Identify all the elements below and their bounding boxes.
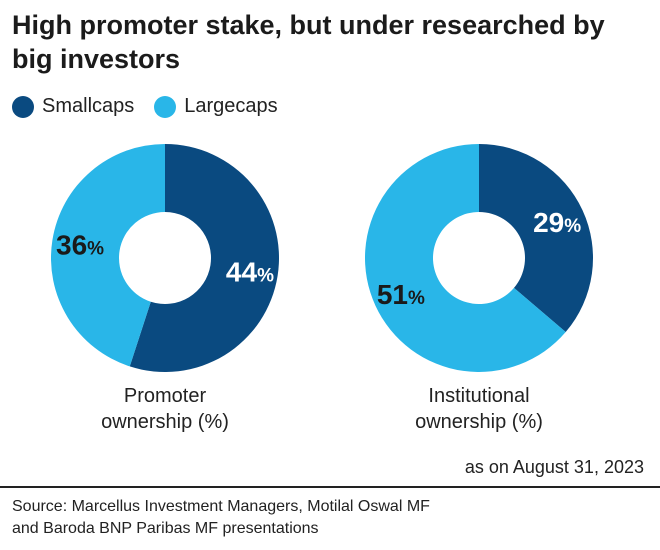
as-of-date: as on August 31, 2023 [464, 457, 644, 477]
donut-1-label-smallcaps: 29% [533, 207, 581, 238]
institutional-caption-line2: ownership (%) [415, 411, 543, 433]
legend-item-largecaps: Largecaps [154, 95, 278, 118]
source-line-1: Source: Marcellus Investment Managers, M… [12, 498, 430, 515]
donut-1-label-largecaps: 51% [377, 279, 425, 310]
legend-item-smallcaps: Smallcaps [12, 95, 134, 118]
promoter-caption: Promoter ownership (%) [45, 383, 285, 435]
donut-0-label-smallcaps: 44% [226, 256, 274, 287]
donut-charts: 44% 36% 29% 51% [51, 144, 594, 372]
donut-1-slice-largecaps [365, 144, 566, 372]
promoter-caption-line1: Promoter [123, 385, 207, 407]
institutional-caption: Institutional ownership (%) [359, 383, 599, 435]
donut-0-slice-smallcaps [129, 144, 280, 372]
legend-label-largecaps: Largecaps [184, 95, 278, 117]
source-line-2: and Baroda BNP Paribas MF presentations [12, 520, 319, 537]
footer-divider [0, 486, 660, 488]
institutional-caption-line1: Institutional [428, 385, 530, 407]
donut-0-label-largecaps: 36% [56, 230, 104, 261]
donut-0-slice-largecaps [51, 144, 165, 367]
source-note: Source: Marcellus Investment Managers, M… [12, 496, 632, 540]
chart-title: High promoter stake, but under researche… [12, 10, 605, 74]
legend: Smallcaps Largecaps [12, 95, 298, 118]
donut-1-slice-smallcaps [479, 144, 594, 333]
legend-swatch-smallcaps [12, 95, 34, 118]
promoter-caption-line2: ownership (%) [101, 411, 229, 433]
legend-label-smallcaps: Smallcaps [42, 95, 135, 117]
legend-swatch-largecaps [154, 95, 177, 118]
